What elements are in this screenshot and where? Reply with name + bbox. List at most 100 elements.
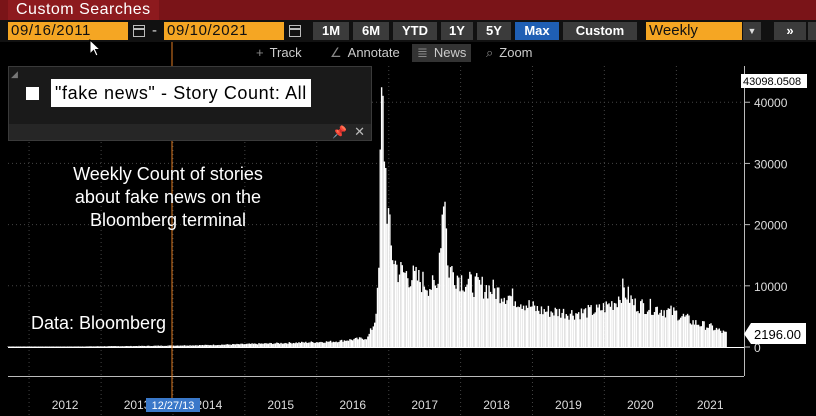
bar-285 (400, 262, 402, 347)
end-date-input[interactable]: 09/10/2021 (164, 22, 284, 40)
bar-219 (309, 342, 311, 347)
bar-421 (587, 304, 590, 347)
bar-204 (288, 342, 290, 347)
bar-348 (487, 298, 489, 347)
bar-161 (229, 344, 231, 347)
legend-panel[interactable]: ◢ "fake news" - Story Count: All 📌 ✕ (8, 66, 372, 141)
range-button-1y[interactable]: 1Y (441, 22, 473, 40)
bar-360 (503, 297, 505, 347)
bar-312 (437, 283, 439, 347)
bar-496 (690, 324, 693, 347)
track-tool[interactable]: + Track (256, 44, 302, 62)
drag-handle-icon[interactable]: ◢ (11, 69, 18, 79)
bar-12 (23, 346, 26, 347)
bar-363 (507, 295, 510, 347)
bar-477 (664, 317, 667, 347)
range-button-custom[interactable]: Custom (563, 22, 637, 40)
range-button-6m[interactable]: 6M (353, 22, 389, 40)
bar-460 (641, 299, 643, 347)
bar-90 (131, 346, 133, 347)
bar-323 (452, 272, 454, 347)
range-button-1m[interactable]: 1M (313, 22, 349, 40)
bar-306 (429, 289, 431, 347)
bar-437 (609, 306, 612, 347)
range-button-ytd[interactable]: YTD (393, 22, 437, 40)
bar-136 (194, 345, 197, 347)
bar-221 (312, 342, 314, 347)
toolbar-overflow-button[interactable] (808, 22, 816, 40)
bar-56 (84, 346, 87, 347)
bar-224 (316, 342, 318, 347)
bar-451 (628, 302, 631, 347)
pin-icon[interactable]: 📌 (332, 125, 347, 139)
bar-47 (72, 346, 74, 347)
chevron-down-icon[interactable]: ▼ (743, 22, 761, 40)
bar-390 (544, 311, 547, 347)
bar-225 (317, 342, 319, 347)
bar-325 (455, 288, 457, 347)
frequency-select[interactable]: Weekly (646, 22, 742, 40)
bar-31 (50, 346, 52, 347)
range-button-5y[interactable]: 5Y (477, 22, 511, 40)
bar-368 (514, 301, 516, 347)
bar-465 (648, 309, 650, 347)
end-calendar-icon[interactable] (289, 25, 301, 37)
bar-67 (99, 346, 102, 347)
gridlines (8, 66, 744, 416)
bar-296 (415, 266, 417, 347)
bar-223 (314, 342, 317, 347)
bar-170 (241, 343, 244, 347)
bar-93 (135, 346, 138, 347)
bar-467 (651, 314, 653, 347)
bar-248 (349, 339, 351, 347)
bar-481 (670, 305, 672, 347)
news-tool[interactable]: ≣ News (412, 44, 472, 62)
news-label: News (433, 45, 467, 60)
bar-41 (63, 346, 66, 347)
bar-138 (197, 345, 200, 347)
bar-278 (390, 245, 392, 347)
bar-244 (343, 340, 346, 347)
bar-501 (697, 324, 700, 347)
bar-403 (562, 308, 565, 347)
bar-271 (380, 87, 383, 348)
bar-376 (525, 305, 528, 347)
bar-210 (296, 343, 299, 347)
bar-281 (394, 260, 397, 347)
bar-229 (323, 342, 325, 347)
bar-459 (640, 301, 642, 347)
bar-303 (425, 289, 427, 347)
bar-88 (128, 346, 131, 347)
bar-428 (597, 307, 599, 347)
x-tick-label-1: 2013 (124, 398, 151, 412)
bar-288 (404, 272, 406, 347)
bar-446 (622, 278, 624, 347)
more-options-button[interactable]: » (774, 22, 806, 40)
bar-423 (590, 305, 592, 347)
close-icon[interactable]: ✕ (354, 124, 365, 139)
bar-155 (221, 344, 223, 347)
bar-307 (430, 289, 432, 347)
bar-378 (528, 300, 530, 347)
zoom-tool[interactable]: ⌕ Zoom (486, 44, 533, 62)
bar-487 (678, 319, 680, 347)
bar-329 (460, 275, 463, 347)
bar-362 (506, 300, 508, 347)
start-calendar-icon[interactable] (133, 25, 145, 37)
bar-445 (620, 302, 623, 347)
bar-207 (292, 342, 295, 347)
bar-220 (310, 341, 313, 347)
bar-63 (94, 346, 96, 347)
range-button-max[interactable]: Max (515, 22, 559, 40)
legend-series-label[interactable]: "fake news" - Story Count: All (51, 79, 311, 107)
bar-264 (371, 329, 373, 347)
bar-43 (66, 346, 69, 347)
annotate-tool[interactable]: ∠ Annotate (330, 44, 400, 62)
bar-299 (419, 282, 421, 347)
start-date-input[interactable]: 09/16/2011 (8, 22, 128, 40)
bar-434 (605, 301, 607, 347)
bar-62 (92, 346, 95, 347)
bar-206 (291, 343, 293, 347)
bar-165 (234, 344, 237, 347)
